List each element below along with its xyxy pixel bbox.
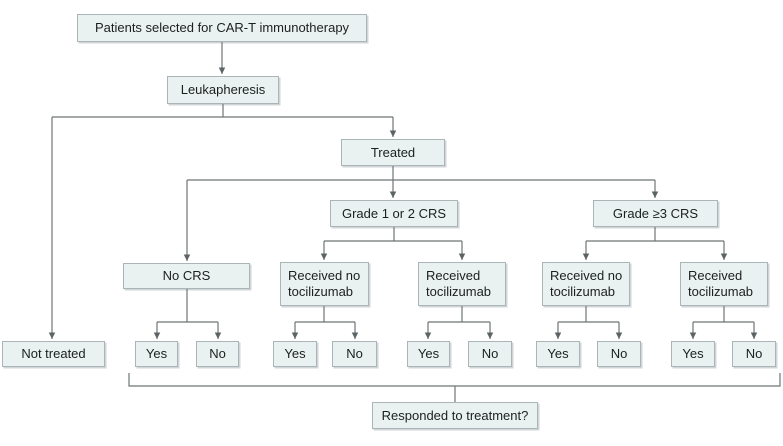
node-no-under-rt-grade3: No xyxy=(732,341,776,367)
node-treated: Treated xyxy=(341,139,445,166)
connector-rnt2-split xyxy=(558,306,619,323)
node-responded-to-treatment: Responded to treatment? xyxy=(372,402,538,429)
connector-rnt1-split xyxy=(295,306,355,323)
connector-nocrs-split xyxy=(157,289,218,323)
node-received-no-tocilizumab-grade3: Received no tocilizumab xyxy=(542,262,630,306)
node-yes-under-rt-grade12: Yes xyxy=(407,341,450,367)
connector-treated-split xyxy=(187,166,655,181)
node-patients-selected: Patients selected for CAR-T immunotherap… xyxy=(77,14,367,42)
connector-grade12-split xyxy=(324,227,462,242)
node-grade-ge3-crs: Grade ≥3 CRS xyxy=(593,200,718,227)
node-leukapheresis: Leukapheresis xyxy=(167,76,279,104)
node-no-crs: No CRS xyxy=(123,263,250,289)
node-received-tocilizumab-grade3: Received tocilizumab xyxy=(680,262,768,306)
node-received-no-tocilizumab-grade12: Received no tocilizumab xyxy=(280,262,369,306)
node-not-treated: Not treated xyxy=(2,341,105,367)
node-received-tocilizumab-grade12: Received tocilizumab xyxy=(418,262,506,306)
connector-outcome-bracket xyxy=(128,373,781,387)
node-no-under-rnt-grade3: No xyxy=(597,341,641,367)
node-yes-under-rnt-grade12: Yes xyxy=(273,341,317,367)
connector-leukapheresis-split xyxy=(52,104,393,118)
node-no-under-rt-grade12: No xyxy=(468,341,512,367)
connector-rt2-split xyxy=(693,306,754,323)
node-no-under-no-crs: No xyxy=(196,341,239,367)
node-yes-under-rt-grade3: Yes xyxy=(671,341,715,367)
node-yes-under-no-crs: Yes xyxy=(135,341,178,367)
node-no-under-rnt-grade12: No xyxy=(332,341,377,367)
node-yes-under-rnt-grade3: Yes xyxy=(536,341,580,367)
connector-grade3-split xyxy=(586,227,724,242)
connector-rt1-split xyxy=(428,306,490,323)
node-grade-1-or-2-crs: Grade 1 or 2 CRS xyxy=(330,200,458,227)
